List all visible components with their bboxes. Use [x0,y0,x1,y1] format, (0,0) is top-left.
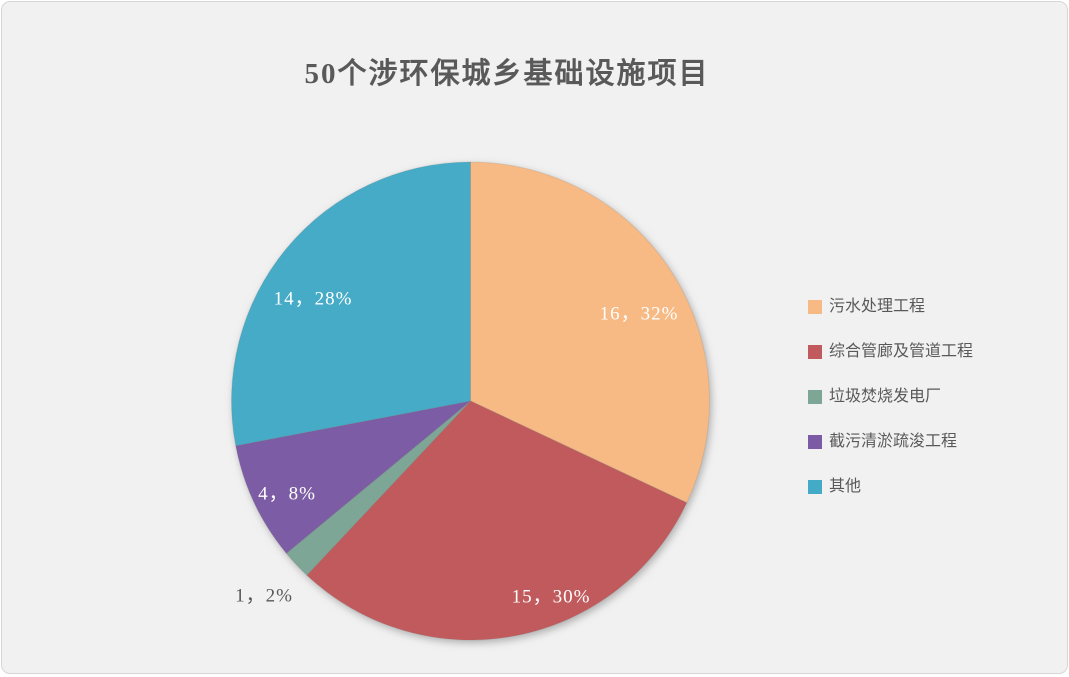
pie-slice-2 [306,400,688,641]
legend-label: 综合管廊及管道工程 [829,343,974,360]
chart-title: 50个涉环保城乡基础设施项目 [304,58,710,90]
pie-slice-4 [235,400,471,555]
legend-item-incineration: 垃圾焚烧发电厂 [808,386,973,408]
pie-slice-5 [231,161,471,447]
legend-item-pipeline: 综合管廊及管道工程 [808,341,973,363]
legend-label: 垃圾焚烧发电厂 [829,388,942,405]
data-label-other: 14，28% [273,288,353,310]
legend-label: 其他 [829,478,862,495]
legend-item-dredging: 截污清淤疏浚工程 [808,431,973,453]
legend-label: 截污清淤疏浚工程 [829,433,958,450]
data-label-sewage: 16，32% [599,303,679,325]
pie-slice-1 [470,161,710,504]
legend-swatch-icon [808,390,822,404]
pie-slices [231,161,710,641]
legend-item-other: 其他 [808,476,973,498]
data-label-dredging: 4，8% [258,483,316,505]
legend-swatch-icon [808,435,822,449]
legend-swatch-icon [808,345,822,359]
data-label-pipeline: 15，30% [511,586,591,608]
legend-label: 污水处理工程 [829,298,926,315]
legend-swatch-icon [808,480,822,494]
legend: 污水处理工程 综合管廊及管道工程 垃圾焚烧发电厂 截污清淤疏浚工程 其他 [808,296,973,521]
legend-swatch-icon [808,300,822,314]
data-label-incineration: 1，2% [235,585,293,607]
legend-item-sewage: 污水处理工程 [808,296,973,318]
